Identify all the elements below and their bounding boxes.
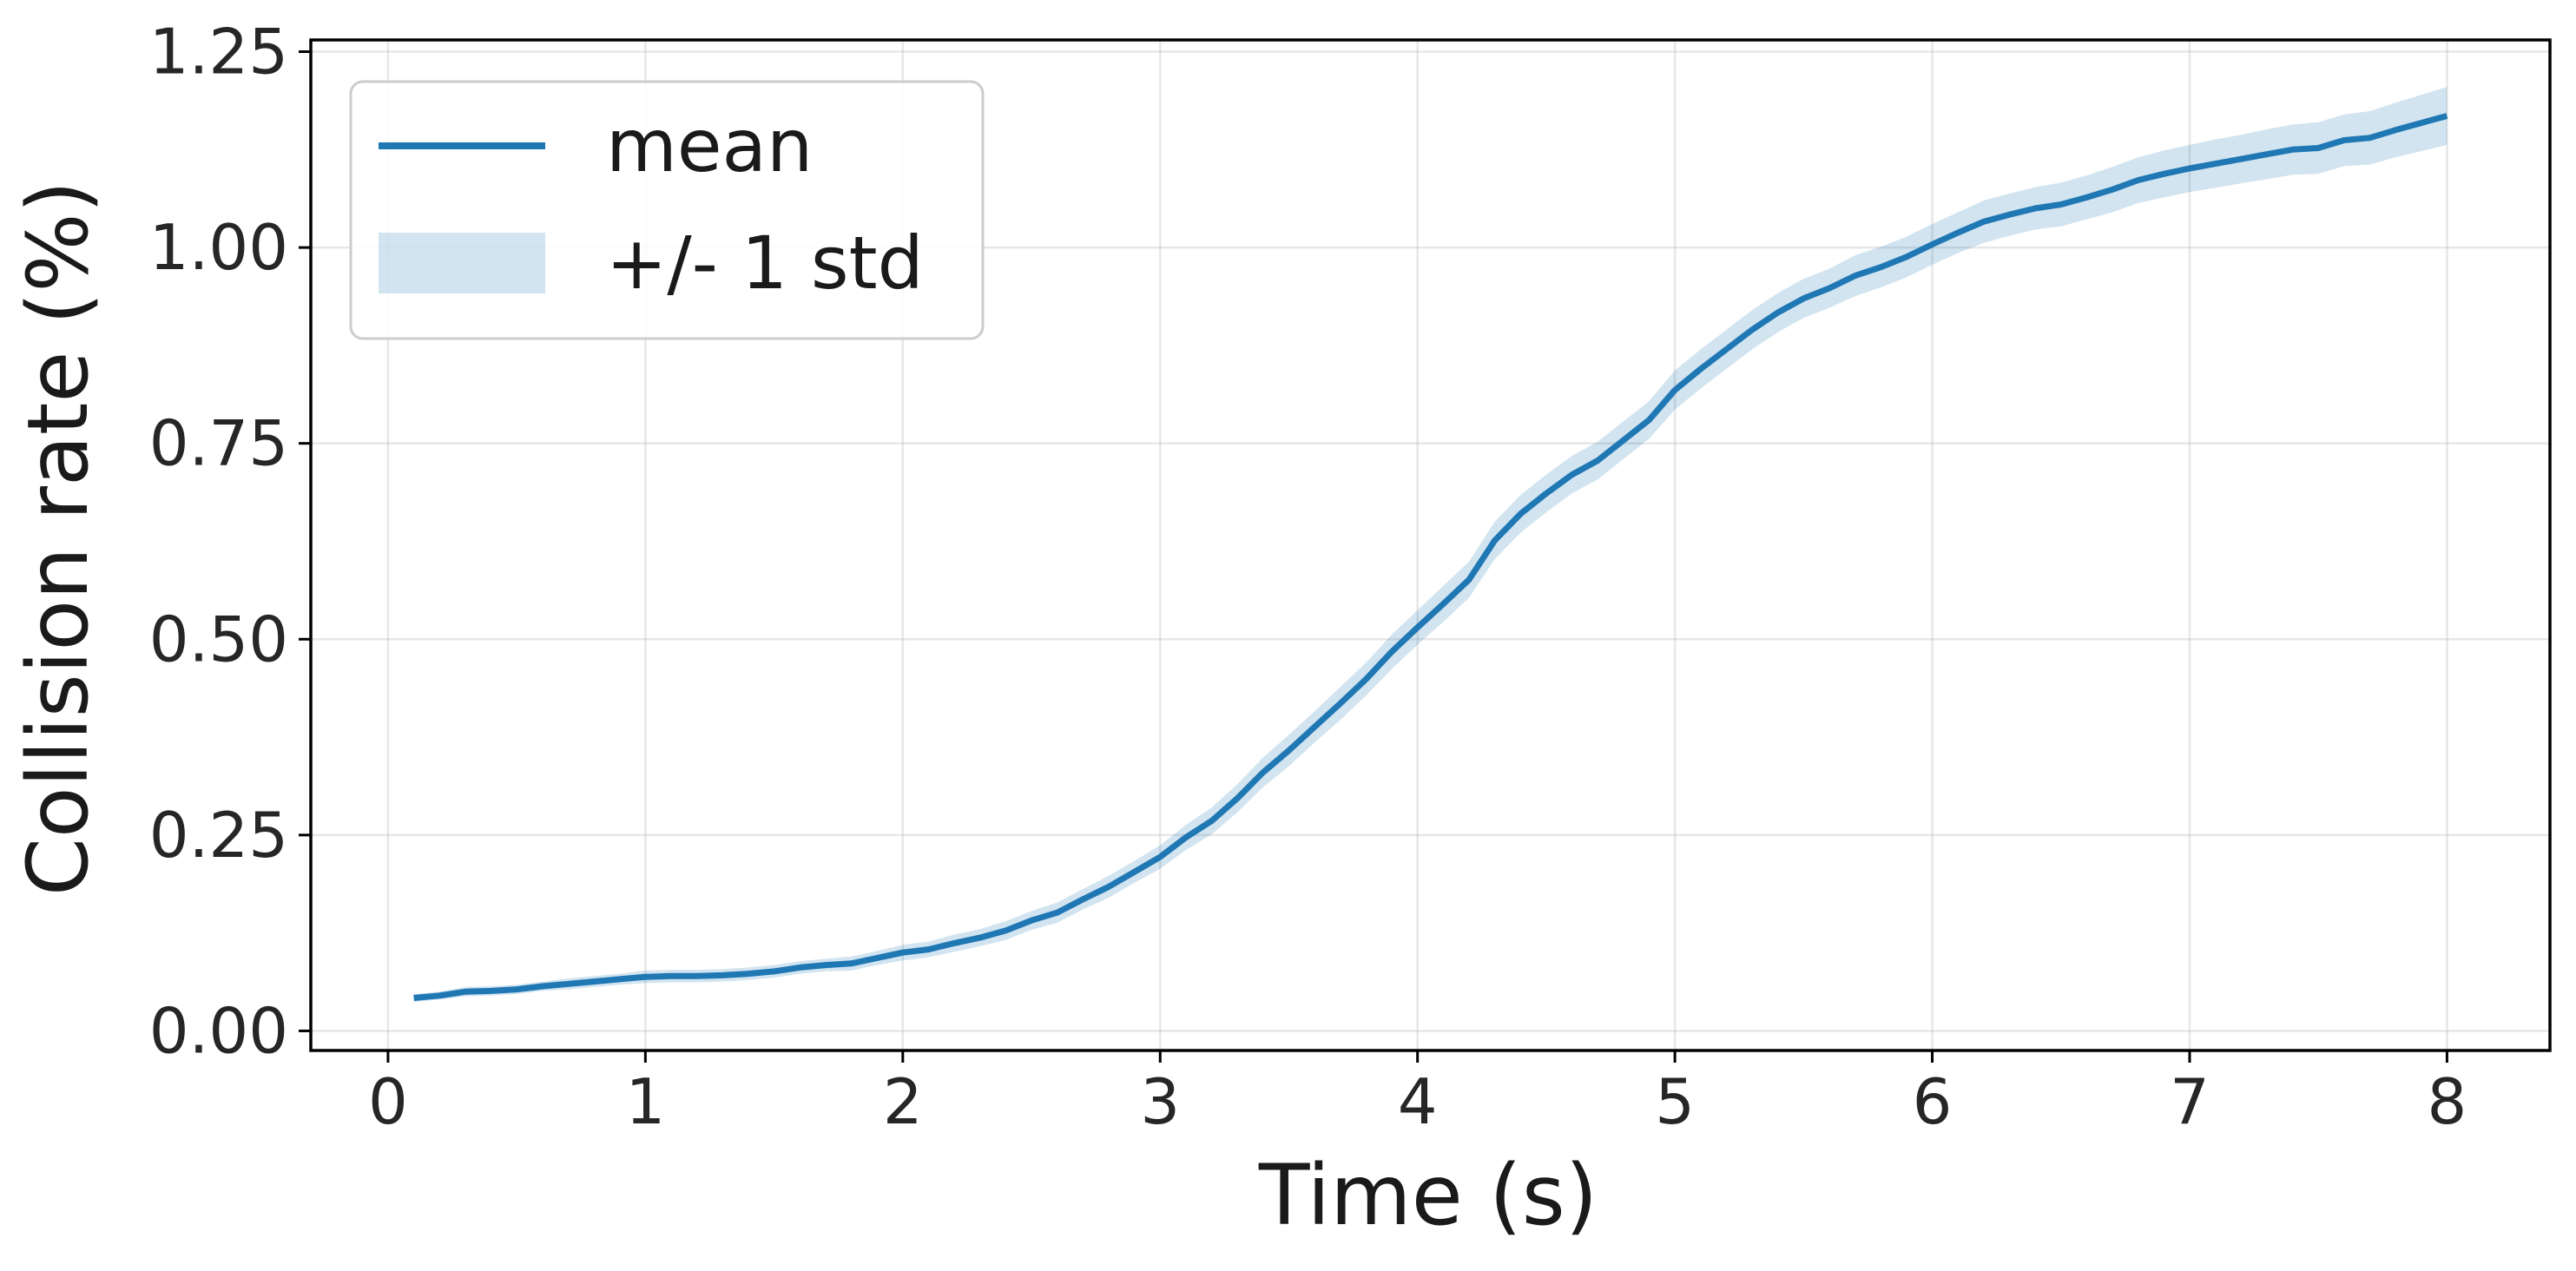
- y-tick-label: 1.00: [149, 211, 288, 284]
- x-tick-label: 8: [2428, 1065, 2467, 1138]
- legend: mean +/- 1 std: [349, 80, 985, 340]
- axes-frame: [309, 38, 2552, 1052]
- legend-std-swatch: [379, 233, 545, 293]
- x-axis-ticks: 0 1 2 3 4 5 6 7 8: [368, 1050, 2467, 1138]
- y-axis-label: Collision rate (%): [10, 181, 107, 896]
- x-tick-label: 7: [2170, 1065, 2210, 1138]
- x-axis-label: Time (s): [1258, 1147, 1598, 1244]
- legend-mean-label: mean: [606, 103, 813, 188]
- x-tick-label: 3: [1140, 1065, 1180, 1138]
- x-tick-label: 4: [1398, 1065, 1438, 1138]
- y-axis-ticks: 0.00 0.25 0.50 0.75 1.00 1.25: [149, 16, 311, 1067]
- plot-area: [413, 87, 2448, 1003]
- y-tick-label: 0.00: [149, 994, 288, 1067]
- mean-line: [413, 113, 2448, 1001]
- legend-std-label: +/- 1 std: [606, 221, 924, 306]
- std-band: [413, 87, 2448, 1003]
- x-tick-label: 5: [1655, 1065, 1695, 1138]
- x-tick-label: 1: [625, 1065, 665, 1138]
- y-tick-label: 0.75: [149, 407, 288, 480]
- y-tick-label: 1.25: [149, 16, 288, 89]
- x-tick-label: 2: [883, 1065, 923, 1138]
- y-tick-label: 0.50: [149, 603, 288, 675]
- y-tick-label: 0.25: [149, 799, 288, 872]
- x-tick-label: 6: [1913, 1065, 1953, 1138]
- x-tick-label: 0: [368, 1065, 408, 1138]
